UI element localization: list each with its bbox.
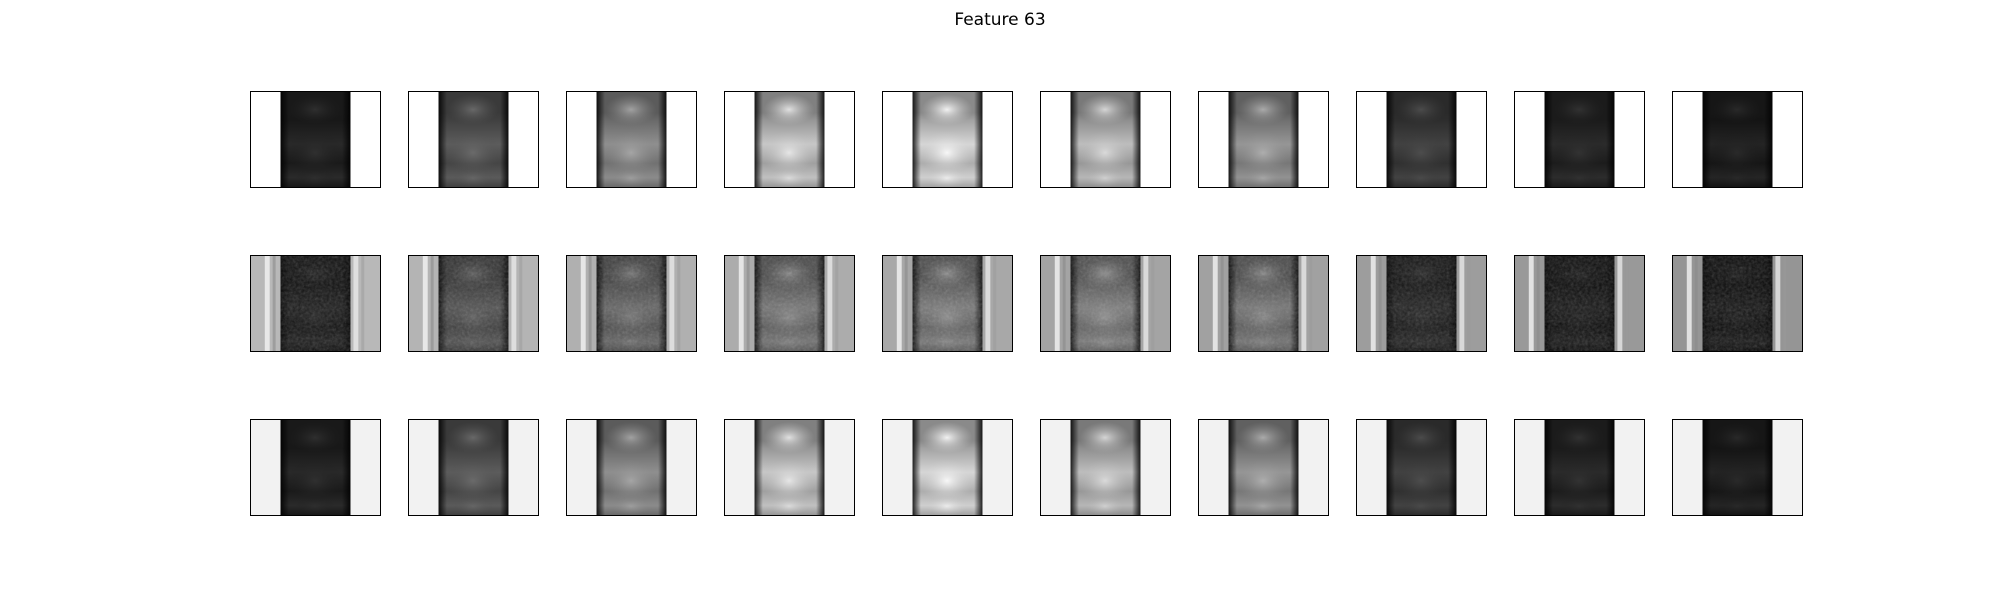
feature-map-image — [1041, 92, 1170, 187]
feature-panel-3-10 — [1672, 419, 1803, 516]
feature-map-image — [883, 256, 1012, 351]
feature-map-image — [567, 256, 696, 351]
feature-panel-1-9 — [1514, 91, 1645, 188]
feature-map-image — [1357, 92, 1486, 187]
feature-panel-2-7 — [1198, 255, 1329, 352]
feature-panel-1-6 — [1040, 91, 1171, 188]
feature-panel-3-8 — [1356, 419, 1487, 516]
feature-panel-3-2 — [408, 419, 539, 516]
feature-panel-1-3 — [566, 91, 697, 188]
feature-panel-3-5 — [882, 419, 1013, 516]
feature-map-image — [567, 92, 696, 187]
feature-panel-1-2 — [408, 91, 539, 188]
feature-map-image — [725, 420, 854, 515]
feature-panel-2-6 — [1040, 255, 1171, 352]
feature-map-image — [251, 256, 380, 351]
feature-map-image — [725, 92, 854, 187]
feature-map-image — [409, 256, 538, 351]
feature-map-image — [1515, 256, 1644, 351]
feature-map-image — [1673, 256, 1802, 351]
feature-panel-2-2 — [408, 255, 539, 352]
feature-map-image — [725, 256, 854, 351]
feature-panel-1-7 — [1198, 91, 1329, 188]
feature-map-image — [1199, 420, 1328, 515]
feature-map-image — [251, 92, 380, 187]
feature-map-image — [1041, 420, 1170, 515]
feature-panel-1-8 — [1356, 91, 1487, 188]
feature-map-image — [409, 92, 538, 187]
feature-panel-3-7 — [1198, 419, 1329, 516]
feature-panel-2-4 — [724, 255, 855, 352]
feature-map-image — [409, 420, 538, 515]
feature-map-image — [883, 420, 1012, 515]
figure-title: Feature 63 — [954, 10, 1046, 30]
feature-panel-3-6 — [1040, 419, 1171, 516]
feature-panel-2-8 — [1356, 255, 1487, 352]
feature-map-image — [567, 420, 696, 515]
feature-panel-1-5 — [882, 91, 1013, 188]
feature-map-image — [1515, 420, 1644, 515]
feature-map-image — [1357, 420, 1486, 515]
feature-panel-2-5 — [882, 255, 1013, 352]
feature-map-image — [1673, 420, 1802, 515]
feature-map-image — [1199, 92, 1328, 187]
feature-map-grid — [250, 91, 1803, 517]
feature-map-image — [1199, 256, 1328, 351]
feature-panel-2-1 — [250, 255, 381, 352]
feature-panel-2-3 — [566, 255, 697, 352]
feature-panel-1-4 — [724, 91, 855, 188]
feature-map-image — [1515, 92, 1644, 187]
feature-panel-1-10 — [1672, 91, 1803, 188]
feature-panel-3-3 — [566, 419, 697, 516]
feature-panel-1-1 — [250, 91, 381, 188]
feature-map-image — [1357, 256, 1486, 351]
feature-panel-2-10 — [1672, 255, 1803, 352]
feature-panel-3-1 — [250, 419, 381, 516]
feature-map-image — [1041, 256, 1170, 351]
feature-map-image — [251, 420, 380, 515]
feature-panel-3-4 — [724, 419, 855, 516]
feature-panel-2-9 — [1514, 255, 1645, 352]
feature-panel-3-9 — [1514, 419, 1645, 516]
feature-map-image — [1673, 92, 1802, 187]
feature-map-image — [883, 92, 1012, 187]
